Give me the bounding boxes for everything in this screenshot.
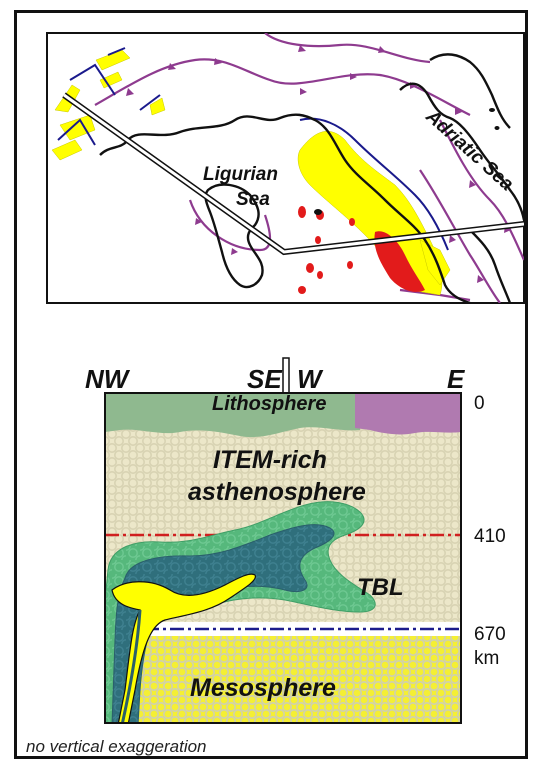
coastlines bbox=[99, 53, 524, 303]
lithosphere-purple bbox=[355, 393, 461, 435]
depth-0: 0 bbox=[474, 393, 485, 414]
slab-yellow bbox=[111, 573, 256, 723]
figure-frame bbox=[14, 10, 528, 759]
caption: no vertical exaggeration bbox=[26, 737, 207, 756]
depth-410: 410 bbox=[474, 526, 506, 547]
map-panel: Ligurian Sea Adriatic Sea bbox=[46, 32, 525, 304]
fault-lines bbox=[57, 47, 449, 251]
lithosphere-green bbox=[105, 393, 360, 438]
section-outline bbox=[104, 392, 462, 724]
yellow-volcanic-areas bbox=[51, 49, 451, 296]
label-nw: NW bbox=[85, 364, 131, 394]
thrust-teeth bbox=[126, 45, 511, 283]
mesosphere-layer bbox=[105, 635, 461, 723]
label-w: W bbox=[297, 364, 324, 394]
islets bbox=[314, 108, 500, 215]
section-trace bbox=[62, 92, 524, 256]
red-volcanic-areas bbox=[298, 206, 425, 294]
asthenosphere-label-1: ITEM-rich bbox=[213, 446, 327, 474]
mesosphere-label: Mesosphere bbox=[190, 674, 336, 702]
depth-unit: km bbox=[474, 648, 499, 669]
asthenosphere-label-2: asthenosphere bbox=[188, 478, 366, 506]
section-bend-marker bbox=[282, 357, 290, 397]
label-se: SE bbox=[247, 364, 282, 394]
lithosphere-label: Lithosphere bbox=[212, 393, 326, 415]
depth-670: 670 bbox=[474, 624, 506, 645]
ligurian-sea-label-2: Sea bbox=[236, 189, 270, 210]
tbl-label: TBL bbox=[357, 574, 404, 601]
cross-section-panel: NW SE W E bbox=[85, 357, 506, 724]
label-e: E bbox=[447, 364, 465, 394]
ligurian-sea-label-1: Ligurian bbox=[203, 164, 278, 185]
